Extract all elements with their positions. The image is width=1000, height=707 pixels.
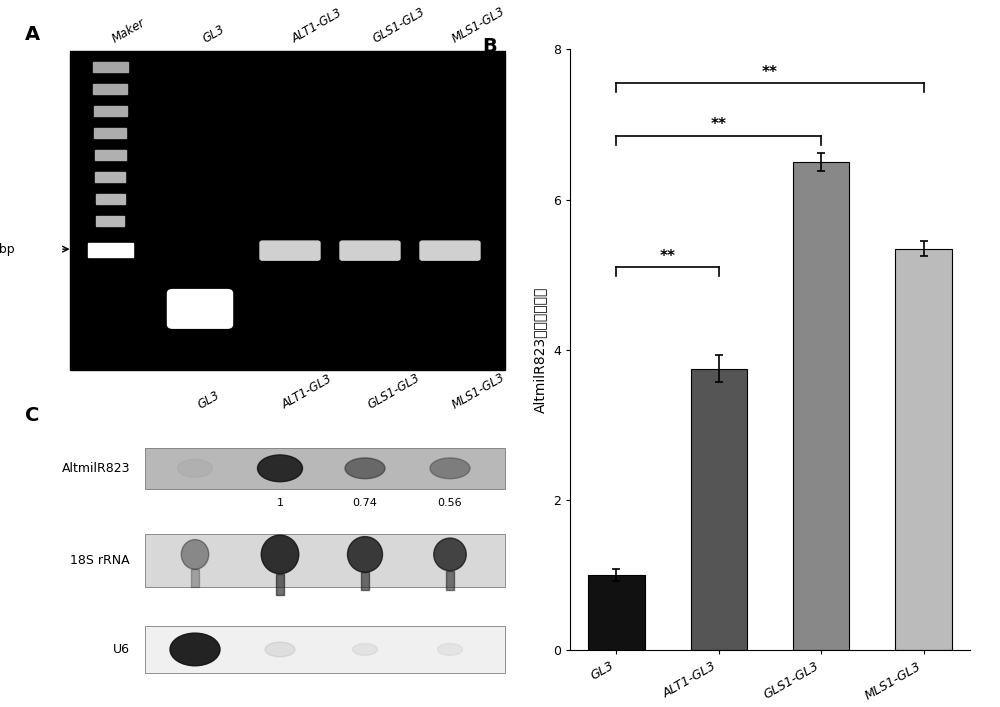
Bar	[94, 150, 126, 160]
Text: GLS1-GL3: GLS1-GL3	[365, 372, 422, 412]
Bar	[145, 534, 505, 587]
Text: **: **	[711, 117, 727, 132]
Text: GLS1-GL3: GLS1-GL3	[370, 5, 427, 45]
Text: ALT1-GL3: ALT1-GL3	[290, 6, 345, 45]
Ellipse shape	[438, 643, 462, 655]
Text: B: B	[482, 37, 497, 57]
Bar	[276, 574, 284, 595]
Bar	[588, 575, 645, 650]
Ellipse shape	[265, 642, 295, 657]
Bar	[96, 194, 125, 204]
Text: **: **	[762, 64, 778, 79]
Text: A: A	[25, 25, 40, 44]
Y-axis label: AltmilR823的相对表达量: AltmilR823的相对表达量	[533, 287, 547, 413]
Ellipse shape	[352, 643, 378, 655]
Ellipse shape	[261, 535, 299, 574]
Text: 0.56: 0.56	[438, 498, 462, 508]
Ellipse shape	[258, 455, 302, 481]
Text: 1: 1	[276, 498, 284, 508]
Ellipse shape	[178, 460, 212, 477]
Bar	[92, 62, 128, 72]
Text: U6: U6	[113, 643, 130, 656]
Text: Maker: Maker	[110, 16, 148, 45]
Bar	[361, 572, 369, 590]
Bar	[895, 249, 952, 650]
Text: C: C	[25, 406, 39, 425]
Text: 18S rRNA: 18S rRNA	[70, 554, 130, 567]
Text: 100 bp: 100 bp	[0, 243, 15, 256]
Bar	[93, 83, 127, 94]
Text: 0.74: 0.74	[353, 498, 377, 508]
FancyBboxPatch shape	[260, 241, 320, 260]
Ellipse shape	[181, 539, 209, 569]
Ellipse shape	[345, 458, 385, 479]
Bar	[94, 128, 126, 138]
FancyBboxPatch shape	[420, 241, 480, 260]
Ellipse shape	[170, 633, 220, 666]
Text: GL3: GL3	[195, 389, 222, 412]
Bar	[94, 106, 126, 116]
Text: **: **	[660, 249, 676, 264]
Ellipse shape	[430, 458, 470, 479]
Bar	[145, 448, 505, 489]
Bar	[88, 243, 132, 257]
Text: ALT1-GL3: ALT1-GL3	[280, 373, 335, 412]
FancyBboxPatch shape	[168, 290, 232, 328]
Text: AltmilR823: AltmilR823	[62, 462, 130, 475]
Text: MLS1-GL3: MLS1-GL3	[450, 4, 508, 45]
FancyBboxPatch shape	[340, 241, 400, 260]
Bar	[191, 569, 199, 587]
Bar	[145, 626, 505, 673]
Ellipse shape	[348, 537, 382, 572]
Ellipse shape	[434, 538, 466, 571]
Bar	[95, 172, 125, 182]
Bar	[793, 162, 849, 650]
Text: MLS1-GL3: MLS1-GL3	[450, 371, 508, 412]
Bar	[96, 216, 124, 226]
Bar	[446, 571, 454, 590]
Bar	[691, 369, 747, 650]
Bar	[70, 51, 505, 370]
Text: GL3: GL3	[200, 23, 227, 45]
